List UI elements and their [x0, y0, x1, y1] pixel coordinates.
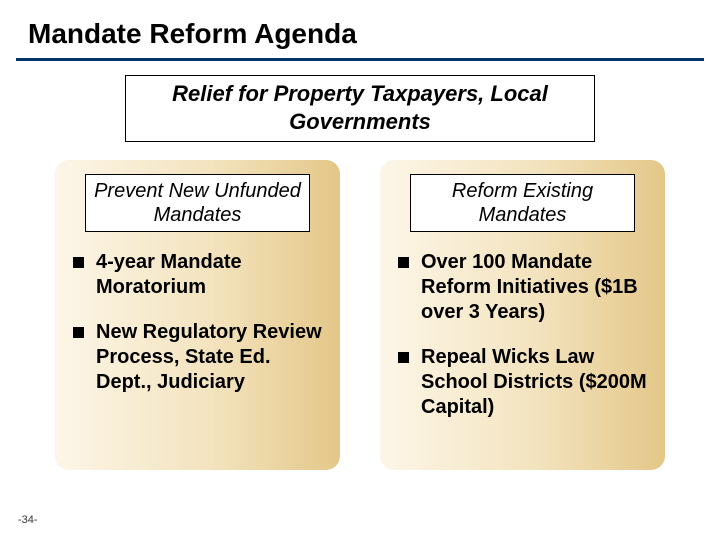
list-item: 4-year Mandate Moratorium	[73, 250, 322, 300]
bullet-list-left: 4-year Mandate Moratorium New Regulatory…	[73, 250, 322, 395]
bullet-square-icon	[73, 327, 84, 338]
list-item: New Regulatory Review Process, State Ed.…	[73, 320, 322, 395]
slide-title: Mandate Reform Agenda	[0, 0, 720, 58]
title-divider	[16, 58, 704, 61]
panel-heading-left: Prevent New Unfunded Mandates	[85, 174, 310, 232]
bullet-text: Over 100 Mandate Reform Initiatives ($1B…	[421, 250, 647, 325]
columns-container: Prevent New Unfunded Mandates 4-year Man…	[0, 160, 720, 470]
bullet-square-icon	[398, 257, 409, 268]
panel-left: Prevent New Unfunded Mandates 4-year Man…	[55, 160, 340, 470]
panel-heading-right: Reform Existing Mandates	[410, 174, 635, 232]
bullet-list-right: Over 100 Mandate Reform Initiatives ($1B…	[398, 250, 647, 420]
bullet-text: New Regulatory Review Process, State Ed.…	[96, 320, 322, 395]
bullet-text: Repeal Wicks Law School Districts ($200M…	[421, 345, 647, 420]
list-item: Over 100 Mandate Reform Initiatives ($1B…	[398, 250, 647, 325]
bullet-square-icon	[73, 257, 84, 268]
page-number: -34-	[18, 514, 38, 526]
list-item: Repeal Wicks Law School Districts ($200M…	[398, 345, 647, 420]
panel-right: Reform Existing Mandates Over 100 Mandat…	[380, 160, 665, 470]
bullet-square-icon	[398, 352, 409, 363]
bullet-text: 4-year Mandate Moratorium	[96, 250, 322, 300]
banner-box: Relief for Property Taxpayers, Local Gov…	[125, 75, 595, 142]
